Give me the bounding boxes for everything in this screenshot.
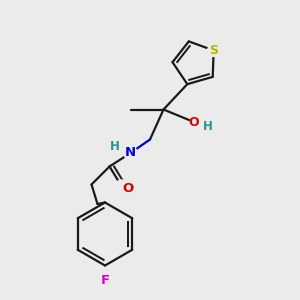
Text: O: O [122,182,134,195]
Text: N: N [125,146,136,160]
Circle shape [116,180,128,192]
Text: S: S [209,44,218,57]
Text: H: H [203,120,212,134]
Circle shape [208,44,220,56]
Text: O: O [189,116,200,129]
Text: F: F [100,274,109,287]
Circle shape [124,146,137,160]
Text: H: H [110,140,120,153]
